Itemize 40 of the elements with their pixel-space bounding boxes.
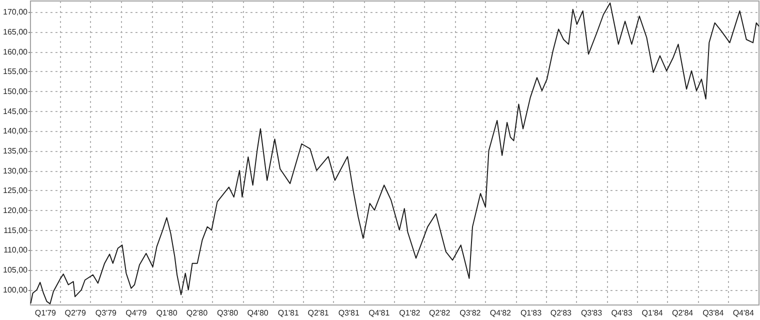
x-tick-label: Q1'84 — [642, 308, 664, 318]
x-tick-label: Q3'83 — [580, 308, 603, 318]
y-tick-label: 110,00 — [4, 246, 28, 255]
y-tick-label: 165,00 — [3, 27, 28, 36]
x-tick-label: Q1'83 — [520, 308, 542, 318]
x-tick-label: Q1'82 — [399, 308, 421, 318]
x-tick-label: Q1'81 — [278, 308, 300, 318]
x-tick-label: Q1'79 — [34, 308, 57, 318]
y-tick-label: 170,00 — [3, 8, 28, 17]
x-tick-label: Q4'79 — [126, 308, 148, 318]
y-tick-label: 150,00 — [3, 86, 28, 96]
x-tick-label: Q3'82 — [460, 308, 482, 318]
x-tick-label: Q3'84 — [702, 308, 724, 318]
x-tick-label: Q4'81 — [368, 308, 390, 318]
x-tick-label: Q2'82 — [429, 308, 451, 318]
x-tick-label: Q3'81 — [338, 308, 360, 318]
y-tick-label: 145,00 — [3, 106, 28, 116]
y-tick-label: 155,00 — [3, 67, 28, 76]
y-tick-label: 140,00 — [3, 126, 28, 136]
x-tick-label: Q4'80 — [247, 308, 269, 318]
x-tick-label: Q1'80 — [156, 308, 178, 318]
x-tick-label: Q2'79 — [64, 308, 86, 318]
y-tick-label: 160,00 — [3, 47, 28, 56]
y-tick-label: 130,00 — [3, 166, 28, 176]
x-tick-label: Q2'83 — [550, 308, 572, 318]
x-tick-label: Q3'80 — [217, 308, 239, 318]
y-tick-label: 115,00 — [4, 226, 28, 235]
x-tick-label: Q3'79 — [95, 308, 118, 318]
y-tick-label: 100,00 — [3, 285, 28, 294]
y-tick-label: 105,00 — [3, 266, 28, 275]
y-tick-label: 120,00 — [3, 206, 28, 216]
x-tick-label: Q2'81 — [308, 308, 330, 318]
y-tick-label: 125,00 — [3, 186, 28, 196]
x-tick-label: Q2'84 — [672, 308, 694, 318]
x-tick-label: Q2'80 — [186, 308, 208, 318]
x-tick-label: Q4'82 — [490, 308, 512, 318]
line-series — [30, 2, 760, 304]
x-tick-label: Q4'83 — [611, 308, 633, 318]
y-tick-label: 135,00 — [3, 146, 28, 156]
x-tick-label: Q4'84 — [732, 308, 754, 318]
